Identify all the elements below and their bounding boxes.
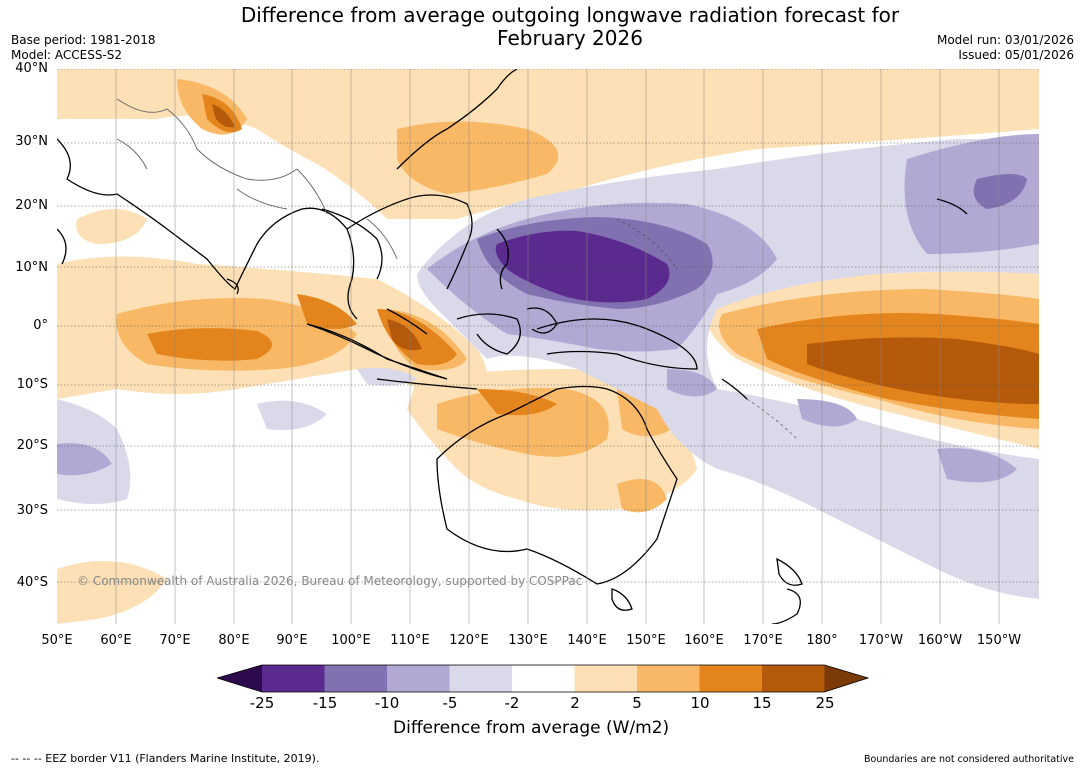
boundary-disclaimer: Boundaries are not considered authoritat… [864, 754, 1074, 765]
lon-label-70e: 70°E [159, 633, 191, 648]
base-period: Base period: 1981-2018 [11, 33, 156, 47]
colorbar-tick: 25 [815, 694, 835, 712]
lat-label-20s: 20°S [16, 438, 48, 453]
title-line-2: February 2026 [497, 26, 643, 50]
lon-label-110e: 110°E [390, 633, 430, 648]
colorbar-tick: 15 [752, 694, 772, 712]
lon-label-180: 180° [806, 633, 838, 648]
lon-label-170w: 170°W [858, 633, 904, 648]
map-title: Difference from average outgoing longwav… [0, 4, 1085, 50]
colorbar-tick: -15 [312, 694, 338, 712]
lat-label-equator: 0° [33, 318, 48, 333]
lon-label-140e: 140°E [567, 633, 607, 648]
lat-label-30s: 30°S [16, 503, 48, 518]
coastlines [57, 69, 968, 624]
lon-label-170e: 170°E [743, 633, 783, 648]
colorbar-segments [217, 665, 868, 692]
colorbar-under-arrow [217, 665, 262, 692]
lon-label-160e: 160°E [684, 633, 724, 648]
eez-border-note: -- -- -- EEZ border V11 (Flanders Marine… [11, 752, 320, 765]
lon-label-50e: 50°E [41, 633, 73, 648]
issued-date: Issued: 05/01/2026 [958, 48, 1074, 62]
colorbar-segment [637, 665, 700, 692]
lon-label-90e: 90°E [276, 633, 308, 648]
colorbar-segment [387, 665, 450, 692]
colorbar-segment [324, 665, 387, 692]
gridlines [57, 69, 1039, 624]
colorbar-segment [574, 665, 637, 692]
anomaly-deep-orange [212, 104, 1039, 404]
lat-label-10n: 10°N [15, 260, 48, 275]
colorbar-tick: -5 [442, 694, 458, 712]
model-run: Model run: 03/01/2026 [936, 33, 1074, 47]
colorbar-tick: -2 [504, 694, 520, 712]
colorbar-tick: -10 [374, 694, 400, 712]
meta-left: Base period: 1981-2018 Model: ACCESS-S2 [11, 33, 156, 63]
lat-label-40s: 40°S [16, 575, 48, 590]
lon-label-150w: 150°W [976, 633, 1022, 648]
lon-label-60e: 60°E [100, 633, 132, 648]
colorbar-tick: 2 [570, 694, 580, 712]
anomaly-map-svg [57, 69, 1039, 624]
lat-label-20n: 20°N [15, 198, 48, 213]
model-name: Model: ACCESS-S2 [11, 48, 123, 62]
colorbar-segment [762, 665, 825, 692]
lat-label-30n: 30°N [15, 134, 48, 149]
copyright-notice: © Commonwealth of Australia 2026, Bureau… [77, 574, 583, 588]
title-line-1: Difference from average outgoing longwav… [240, 3, 900, 27]
meta-right: Model run: 03/01/2026 Issued: 05/01/2026 [937, 33, 1074, 63]
lon-label-120e: 120°E [449, 633, 489, 648]
lon-label-150e: 150°E [626, 633, 666, 648]
eez-borders [616, 218, 798, 440]
colorbar-tick: 5 [632, 694, 642, 712]
colorbar-tick: 10 [690, 694, 710, 712]
anomaly-map [57, 69, 1039, 624]
lon-label-130e: 130°E [508, 633, 548, 648]
lon-label-100e: 100°E [331, 633, 371, 648]
country-borders [116, 98, 398, 260]
colorbar-segment [449, 665, 512, 692]
colorbar-segment [262, 665, 325, 692]
lon-label-160w: 160°W [917, 633, 963, 648]
lat-label-40n: 40°N [15, 61, 48, 76]
colorbar-over-arrow [824, 665, 868, 692]
colorbar-segment [512, 665, 575, 692]
anomaly-deepest-purple [495, 230, 670, 303]
colorbar [217, 664, 869, 693]
lon-label-80e: 80°E [218, 633, 250, 648]
lat-label-10s: 10°S [16, 377, 48, 392]
colorbar-tick: -25 [249, 694, 275, 712]
colorbar-title: Difference from average (W/m2) [393, 718, 670, 738]
colorbar-segment [699, 665, 762, 692]
